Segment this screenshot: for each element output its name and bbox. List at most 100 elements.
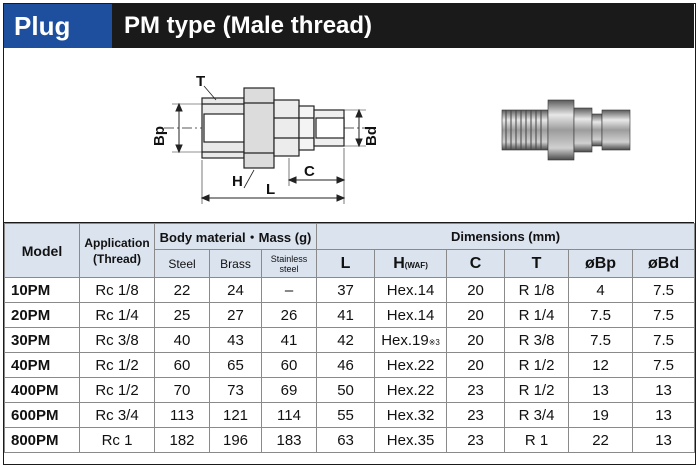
cell-thread: Rc 1 [79,427,155,453]
col-Bd: øBd [632,249,696,278]
col-application: Application (Thread) [79,223,155,278]
page-title: PM type (Male thread) [112,4,694,48]
cell-stainless: 41 [260,327,318,353]
cell-brass: 196 [209,427,262,453]
H-value: Hex.35 [386,431,435,449]
table-row: 40PM Rc 1/2 60 65 60 46 Hex.22 20 R 1/2 … [4,352,696,378]
H-value: Hex.22 [386,381,435,399]
plug-diagrams: T Bp Bd H L C [151,73,631,204]
cell-H: Hex.19※3 [374,327,448,353]
cell-brass: 43 [209,327,262,353]
cell-thread: Rc 3/8 [79,327,155,353]
table-row: 30PM Rc 3/8 40 43 41 42 Hex.19※3 20 R 3/… [4,327,696,353]
col-T: T [504,249,570,278]
cell-brass: 65 [209,352,262,378]
label-T: T [196,73,205,90]
col-steel: Steel [154,249,210,278]
cell-Bp: 19 [568,402,634,428]
cell-L: 50 [316,377,376,403]
H-value: Hex.19 [381,331,429,349]
cell-Bp: 12 [568,352,634,378]
cell-stainless: 183 [260,427,318,453]
cell-steel: 113 [154,402,210,428]
cell-stainless: 26 [260,302,318,328]
table-row: 400PM Rc 1/2 70 73 69 50 Hex.22 23 R 1/2… [4,377,696,403]
dimension-lines [172,85,366,204]
cell-model: 20PM [4,302,80,328]
cell-Bd: 13 [632,377,696,403]
cell-thread: Rc 1/2 [79,377,155,403]
col-H: H(WAF) [374,249,448,278]
cell-Bd: 13 [632,427,696,453]
cell-T: R 1/2 [504,352,570,378]
cell-steel: 40 [154,327,210,353]
cell-L: 55 [316,402,376,428]
cell-steel: 70 [154,377,210,403]
H-value: Hex.22 [386,356,435,374]
cell-T: R 3/4 [504,402,570,428]
cell-Bd: 7.5 [632,327,696,353]
cell-Bp: 7.5 [568,302,634,328]
cell-T: R 1/8 [504,277,570,303]
cell-brass: 24 [209,277,262,303]
cell-Bd: 13 [632,402,696,428]
label-L: L [266,181,275,198]
cell-C: 20 [446,352,506,378]
col-brass: Brass [209,249,262,278]
cell-Bp: 22 [568,427,634,453]
col-body-material: Body material・Mass (g) [153,223,318,250]
application-label: Application [84,235,150,250]
cell-L: 46 [316,352,376,378]
cell-L: 41 [316,302,376,328]
cell-model: 30PM [4,327,80,353]
H-value: Hex.14 [386,306,435,324]
cell-Bp: 7.5 [568,327,634,353]
label-C: C [304,163,315,180]
table-row: 600PM Rc 3/4 113 121 114 55 Hex.32 23 R … [4,402,696,428]
label-Bp: Bp [151,126,168,146]
cell-H: Hex.14 [374,277,448,303]
cell-thread: Rc 3/4 [79,402,155,428]
label-H: H [232,173,243,190]
cell-C: 23 [446,427,506,453]
cell-H: Hex.22 [374,377,448,403]
figure-area: T Bp Bd H L C [4,48,694,223]
cell-Bp: 4 [568,277,634,303]
cell-model: 40PM [4,352,80,378]
cell-stainless: – [260,277,318,303]
cell-T: R 1/4 [504,302,570,328]
H-note: ※3 [428,337,440,347]
cell-L: 42 [316,327,376,353]
cell-L: 63 [316,427,376,453]
cell-model: 400PM [4,377,80,403]
cell-C: 20 [446,277,506,303]
cell-model: 10PM [4,277,80,303]
header-bar: Plug PM type (Male thread) [4,4,694,48]
cell-Bd: 7.5 [632,352,696,378]
cell-Bd: 7.5 [632,277,696,303]
cell-steel: 182 [154,427,210,453]
cell-L: 37 [316,277,376,303]
plug-label: Plug [4,4,112,48]
label-Bd: Bd [363,126,380,146]
H-value: Hex.14 [386,281,435,299]
cell-model: 600PM [4,402,80,428]
table-row: 10PM Rc 1/8 22 24 – 37 Hex.14 20 R 1/8 4… [4,277,696,303]
thread-label: (Thread) [93,251,141,266]
H-value: Hex.32 [386,406,435,424]
cell-T: R 1 [504,427,570,453]
col-stainless: Stainless steel [260,249,318,278]
cell-steel: 60 [154,352,210,378]
cell-Bp: 13 [568,377,634,403]
cell-H: Hex.32 [374,402,448,428]
table-row: 800PM Rc 1 182 196 183 63 Hex.35 23 R 1 … [4,427,696,453]
col-Bp: øBp [568,249,634,278]
dimension-labels: T Bp Bd H L C [151,73,380,198]
cell-C: 20 [446,302,506,328]
cell-steel: 25 [154,302,210,328]
table-row: 20PM Rc 1/4 25 27 26 41 Hex.14 20 R 1/4 … [4,302,696,328]
cell-steel: 22 [154,277,210,303]
col-model: Model [4,223,80,278]
cell-C: 23 [446,402,506,428]
cell-stainless: 60 [260,352,318,378]
